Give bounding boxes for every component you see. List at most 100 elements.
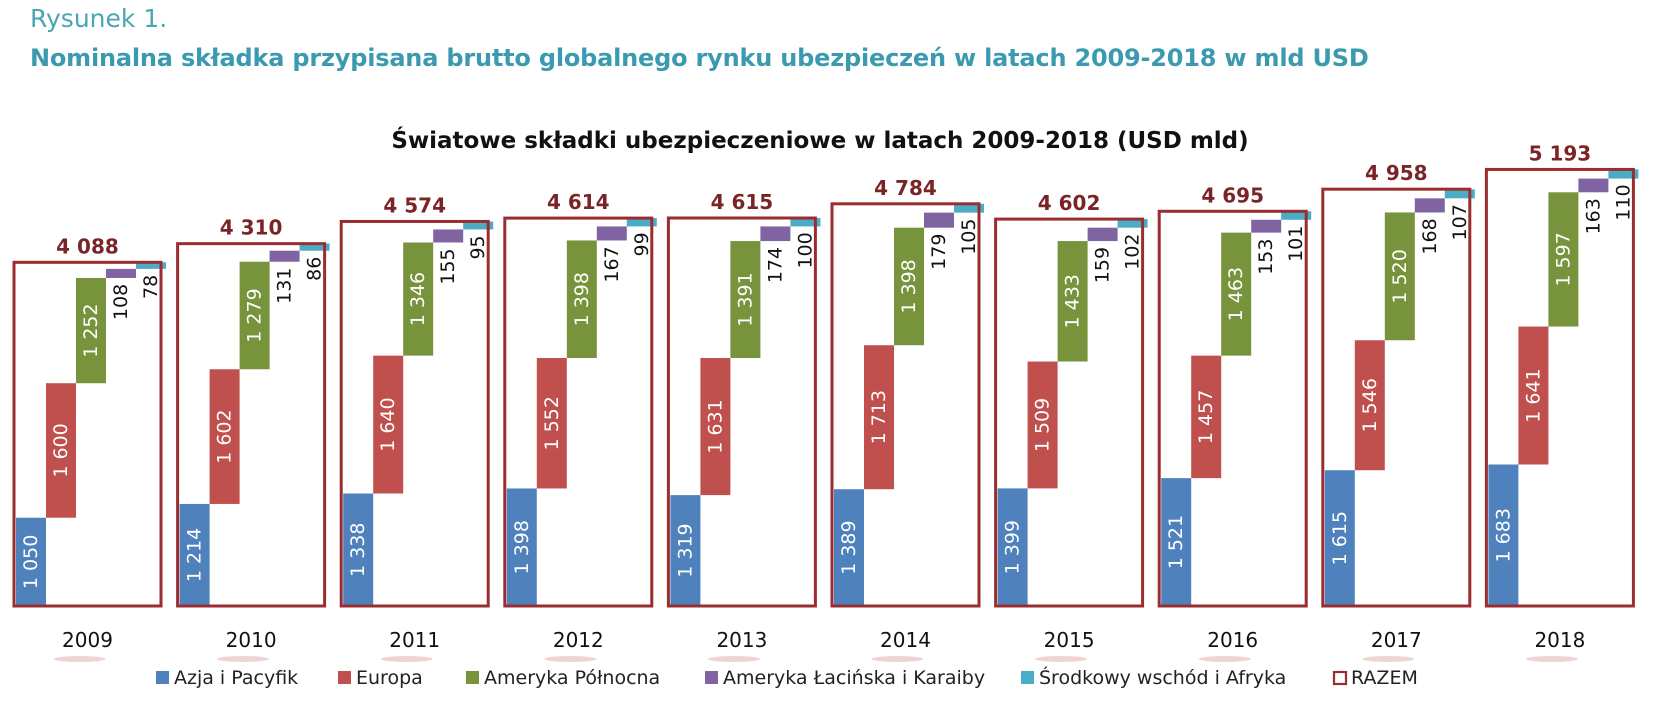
year-group: 1 214 1 602 1 279 131 86 4 310 2010 — [176, 216, 330, 662]
legend-swatch — [1332, 670, 1348, 686]
total-value-label: 4 574 — [383, 193, 446, 217]
total-outline — [830, 202, 981, 608]
year-group: 1 615 1 546 1 520 168 107 4 958 2017 — [1321, 161, 1475, 662]
segment-value-label: 1 433 — [1062, 274, 1084, 328]
x-tick-label: 2010 — [226, 628, 277, 652]
bar-segment — [834, 489, 864, 606]
bar-segment — [76, 277, 106, 384]
x-tick-label: 2013 — [716, 628, 767, 652]
x-tick-label: 2018 — [1534, 628, 1585, 652]
total-value-label: 4 614 — [547, 190, 610, 214]
segment-value-label: 168 — [1419, 218, 1441, 254]
total-outline — [1484, 167, 1635, 608]
segment-value-label: 95 — [467, 235, 489, 259]
total-outline — [12, 260, 163, 608]
bar-segment — [1414, 198, 1445, 213]
segment-value-label: 1 552 — [541, 396, 563, 450]
segment-value-label: 1 641 — [1522, 368, 1544, 422]
bar-segment — [700, 357, 731, 496]
legend-item: Ameryka Północna — [466, 667, 660, 689]
x-tick-label: 2009 — [62, 628, 113, 652]
bar-segment — [566, 240, 597, 358]
x-tick-label: 2014 — [880, 628, 931, 652]
total-outline — [503, 216, 654, 608]
total-value-label: 4 615 — [711, 190, 774, 214]
year-group: 1 399 1 509 1 433 159 102 4 602 2015 — [994, 191, 1148, 662]
x-tick-label: 2017 — [1371, 628, 1422, 652]
total-outline — [994, 217, 1145, 608]
segment-value-label: 1 521 — [1165, 515, 1187, 569]
segment-value-label: 1 602 — [214, 409, 236, 463]
x-tick-label: 2012 — [553, 628, 604, 652]
segment-value-label: 1 683 — [1492, 508, 1514, 562]
total-outline — [339, 219, 490, 608]
segment-value-label: 153 — [1255, 239, 1277, 275]
year-group: 1 338 1 640 1 346 155 95 4 574 2011 — [339, 193, 494, 662]
legend-swatch — [466, 671, 479, 684]
bar-segment — [997, 488, 1028, 606]
year-shadow — [871, 656, 924, 662]
bar-segment — [1518, 326, 1549, 465]
year-group: 1 521 1 457 1 463 153 101 4 695 2016 — [1157, 183, 1312, 662]
bar-segment — [343, 493, 374, 606]
segment-value-label: 108 — [110, 284, 132, 320]
year-shadow — [1362, 656, 1415, 662]
segment-value-label: 1 319 — [674, 523, 696, 577]
segment-value-label: 1 391 — [734, 272, 756, 326]
segment-value-label: 1 338 — [347, 523, 369, 577]
bar-segment — [924, 212, 954, 228]
bar-segment — [1608, 169, 1639, 179]
segment-value-label: 107 — [1449, 204, 1471, 240]
segment-value-label: 99 — [631, 232, 653, 256]
bar-segment — [1444, 189, 1475, 199]
segment-value-label: 1 600 — [50, 423, 72, 477]
segment-value-label: 1 399 — [1002, 520, 1024, 574]
legend-item: Azja i Pacyfik — [156, 667, 298, 689]
bar-segment — [894, 227, 924, 346]
legend-label: RAZEM — [1351, 667, 1418, 689]
legend-item: RAZEM — [1332, 667, 1418, 689]
year-shadow — [217, 656, 270, 662]
segment-value-label: 1 457 — [1195, 390, 1217, 444]
bar-segment — [790, 218, 821, 227]
year-shadow — [1035, 656, 1088, 662]
bar-segment — [209, 369, 240, 504]
segment-value-label: 86 — [304, 257, 326, 281]
bar-segment — [670, 495, 701, 606]
legend-label: Azja i Pacyfik — [174, 667, 298, 689]
bar-segment — [463, 221, 494, 230]
bar-segment — [1221, 232, 1252, 356]
x-tick-label: 2016 — [1207, 628, 1258, 652]
legend-swatch — [705, 671, 718, 684]
bar-segment — [506, 488, 537, 606]
total-value-label: 4 602 — [1038, 191, 1101, 215]
year-group: 1 398 1 552 1 398 167 99 4 614 2012 — [503, 190, 657, 662]
x-tick-label: 2011 — [389, 628, 440, 652]
bar-segment — [1251, 219, 1282, 233]
segment-value-label: 1 252 — [80, 303, 102, 357]
total-value-label: 4 088 — [56, 234, 119, 258]
bar-segment — [954, 203, 984, 213]
legend-label: Ameryka Łacińska i Karaiby — [723, 667, 985, 689]
bar-segment — [299, 243, 330, 251]
year-group: 1 050 1 600 1 252 108 78 4 088 2009 — [12, 234, 166, 662]
segment-value-label: 1 214 — [184, 528, 206, 582]
legend-label: Środkowy wschód i Afryka — [1039, 665, 1286, 689]
segment-value-label: 1 389 — [838, 520, 860, 574]
segment-value-label: 159 — [1092, 247, 1114, 283]
year-shadow — [53, 656, 106, 662]
legend-swatch — [156, 671, 169, 684]
year-group: 1 683 1 641 1 597 163 110 5 193 2018 — [1484, 141, 1639, 662]
bar-segment — [1384, 212, 1415, 341]
legend-swatch — [338, 671, 351, 684]
total-outline — [1321, 187, 1472, 608]
bar-segment — [1191, 355, 1222, 479]
bar-segment — [730, 241, 761, 358]
bar-segment — [596, 226, 627, 241]
legend-item: Ameryka Łacińska i Karaiby — [705, 667, 985, 689]
total-outline — [666, 216, 817, 608]
segment-value-label: 1 520 — [1389, 249, 1411, 303]
bar-segment — [1027, 361, 1058, 489]
legend-label: Europa — [356, 667, 423, 689]
segment-value-label: 1 713 — [868, 390, 890, 444]
